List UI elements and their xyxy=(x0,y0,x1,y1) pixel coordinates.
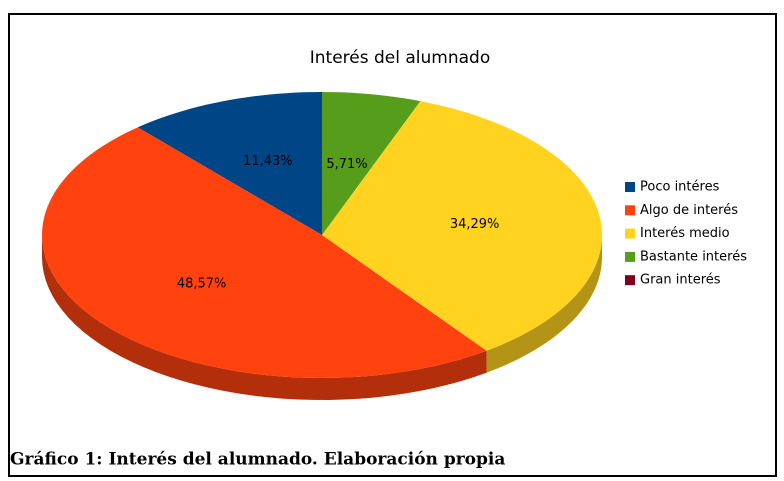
chart-title: Interés del alumnado xyxy=(310,48,490,68)
data-label: 34,29% xyxy=(450,217,500,232)
legend-swatch xyxy=(625,205,635,216)
data-label: 48,57% xyxy=(177,277,227,292)
slice-side xyxy=(486,235,602,373)
legend-label: Gran interés xyxy=(640,273,721,288)
slice-side xyxy=(42,235,487,400)
legend-label: Algo de interés xyxy=(640,203,738,218)
slice xyxy=(322,101,602,351)
slice xyxy=(322,92,421,235)
legend-swatch xyxy=(625,251,635,262)
legend-label: Bastante interés xyxy=(640,249,747,264)
data-label: 5,71% xyxy=(326,157,367,172)
slice xyxy=(137,92,322,235)
legend-swatch xyxy=(625,228,635,239)
caption: Gráfico 1: Interés del alumnado. Elabora… xyxy=(10,450,505,470)
data-label: 11,43% xyxy=(243,154,293,169)
legend-label: Interés medio xyxy=(640,226,730,241)
slice xyxy=(42,127,487,378)
legend-swatch xyxy=(625,275,635,286)
legend-swatch xyxy=(625,182,635,192)
legend-label: Poco intéres xyxy=(640,180,720,195)
